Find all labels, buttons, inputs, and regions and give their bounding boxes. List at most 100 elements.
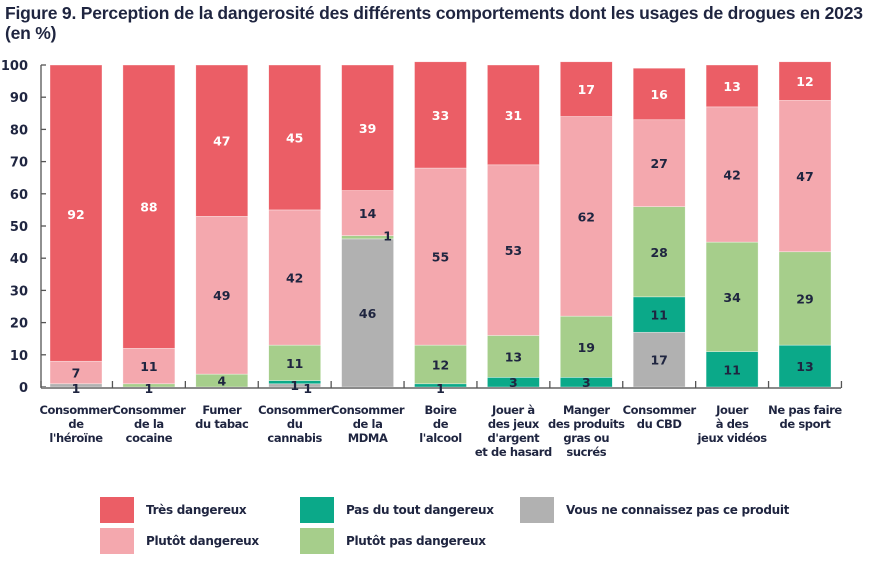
value-label: 28	[650, 245, 667, 260]
legend-item-rather: Plutôt dangereux	[100, 528, 259, 554]
bar-segment-unknown	[632, 331, 686, 388]
x-category-label: Consommer de la MDMA	[331, 403, 405, 445]
value-label: 3	[509, 375, 518, 390]
bar-segment-rather	[559, 116, 613, 317]
x-category-label: Manger des produits gras ou sucrés	[548, 403, 625, 459]
value-label: 34	[723, 290, 741, 305]
value-label: 17	[578, 82, 595, 97]
legend-label: Très dangereux	[146, 503, 247, 517]
value-label: 12	[796, 74, 813, 89]
bar-segment-very	[341, 64, 394, 191]
value-label: 46	[359, 306, 377, 321]
legend-swatch	[300, 497, 334, 523]
value-label: 16	[650, 87, 668, 102]
value-label: 1	[290, 378, 299, 393]
x-category-label: Consommer de l'héroïne	[39, 403, 113, 445]
bar-segment-rather	[195, 216, 249, 375]
value-label: 14	[359, 206, 377, 221]
x-category-label: Ne pas faire de sport	[768, 403, 842, 431]
bar-segment-very	[632, 67, 686, 121]
value-label: 11	[723, 362, 740, 377]
value-label: 11	[140, 359, 157, 374]
bar-segment-very	[122, 64, 176, 349]
legend-label: Pas du tout dangereux	[346, 503, 494, 517]
y-tick-label: 100	[1, 59, 28, 74]
value-label: 45	[286, 130, 303, 145]
bar-segment-rather	[487, 164, 540, 336]
bar-segment-very	[559, 61, 613, 117]
x-category-label: Consommer du cannabis	[258, 403, 332, 445]
value-label: 13	[505, 349, 522, 364]
bar-segment-rather	[632, 119, 686, 207]
value-label: 88	[140, 200, 157, 215]
value-label: 42	[286, 271, 303, 286]
x-axis	[40, 381, 843, 389]
y-axis: 0 10 20 30 40 50 60 70 80 90 100	[1, 59, 46, 396]
bar-segment-very	[705, 64, 759, 108]
x-category-label: Jouer à des jeux d'argent et de hasard	[474, 403, 552, 459]
bars	[49, 61, 832, 388]
bar-segment-rather	[268, 209, 322, 346]
value-label: 29	[796, 291, 813, 306]
value-label: 1	[303, 381, 312, 396]
value-label: 31	[505, 108, 522, 123]
chart-title: Figure 9. Perception de la dangerosité d…	[5, 3, 863, 43]
y-tick-label: 20	[10, 317, 28, 332]
value-label: 92	[67, 207, 84, 222]
x-category-label: Consommer du CBD	[622, 403, 697, 431]
bar-segment-very	[49, 64, 103, 362]
value-label: 12	[432, 357, 449, 372]
value-label: 17	[650, 353, 667, 368]
legend-item-unknown: Vous ne connaissez pas ce produit	[520, 497, 789, 523]
value-label: 47	[796, 169, 813, 184]
x-category-label: Jouer à des jeux vidéos	[697, 403, 768, 445]
value-label: 7	[72, 366, 81, 381]
value-label: 1	[436, 381, 445, 396]
value-label: 1	[383, 229, 392, 244]
value-labels: 1792111884494711114245461143911255333135…	[67, 74, 813, 396]
value-label: 3	[582, 375, 591, 390]
bar-segment-rather	[341, 190, 394, 236]
legend-swatch	[520, 497, 554, 523]
bar-segment-rather	[778, 100, 832, 253]
value-label: 1	[72, 381, 81, 396]
value-label: 39	[359, 121, 376, 136]
bar-segment-very	[414, 61, 467, 169]
y-tick-label: 60	[10, 188, 28, 203]
value-label: 11	[650, 308, 667, 323]
value-label: 13	[796, 359, 813, 374]
legend-item-very: Très dangereux	[100, 497, 247, 523]
bar-segment-rather_not	[559, 315, 613, 378]
bar-segment-rather_not	[268, 344, 322, 381]
value-label: 19	[578, 340, 595, 355]
value-label: 27	[650, 156, 667, 171]
value-label: 1	[145, 381, 154, 396]
y-tick-label: 10	[10, 349, 28, 364]
value-label: 11	[286, 356, 303, 371]
value-label: 13	[723, 79, 740, 94]
value-label: 4	[217, 374, 226, 389]
y-tick-label: 0	[19, 381, 28, 396]
bar-segment-very	[268, 64, 322, 211]
bar-segment-very	[195, 64, 249, 217]
y-tick-label: 30	[10, 284, 28, 299]
bar-segment-unknown	[341, 238, 394, 388]
value-label: 42	[723, 167, 740, 182]
bar-segment-very	[487, 64, 540, 166]
bar-segment-rather	[705, 106, 759, 243]
y-tick-label: 80	[10, 123, 28, 138]
legend-label: Plutôt pas dangereux	[346, 534, 486, 548]
bar-segment-not_at_all	[632, 296, 686, 333]
y-tick-label: 90	[10, 91, 28, 106]
bar-segment-rather_not	[705, 241, 759, 352]
value-label: 47	[213, 134, 230, 149]
legend-item-rather_not: Plutôt pas dangereux	[300, 528, 486, 554]
legend-item-not_at_all: Pas du tout dangereux	[300, 497, 494, 523]
bar-segment-rather	[414, 167, 467, 346]
value-label: 62	[578, 209, 595, 224]
x-category-label: Consommer de la cocaine	[112, 403, 186, 445]
value-label: 55	[432, 250, 449, 265]
bar-segment-rather	[122, 348, 176, 385]
legend-swatch	[100, 497, 134, 523]
